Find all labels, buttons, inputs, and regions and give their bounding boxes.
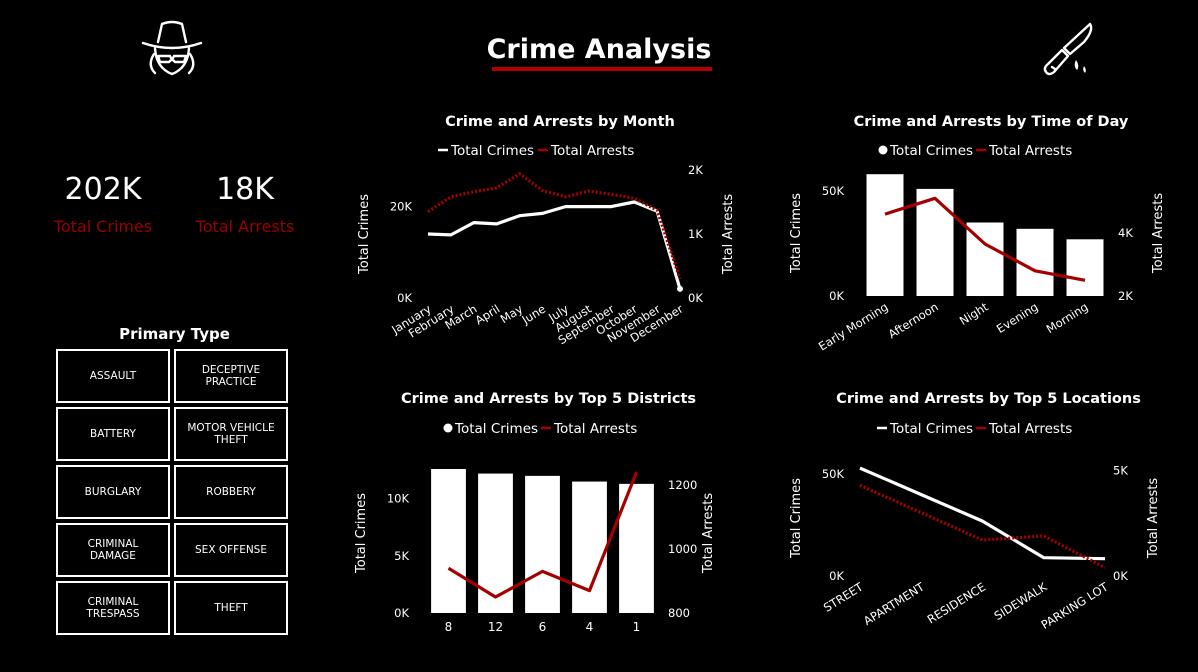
chart-title: Crime and Arrests by Time of Day	[854, 114, 1129, 130]
left-axis-title: Total Crimes	[354, 493, 369, 574]
title-underline	[492, 67, 712, 71]
bar-total-crimes	[916, 188, 954, 296]
line-total-arrests	[859, 483, 1106, 570]
detective-icon	[141, 20, 203, 76]
line-total-arrests	[447, 471, 638, 599]
primary-type-slicer: ASSAULT DECEPTIVE PRACTICE BATTERY MOTOR…	[56, 349, 294, 637]
total-crimes-value: 202K	[64, 172, 142, 207]
left-tick-label: 0K	[829, 569, 844, 583]
slicer-tile-deceptive-practice[interactable]: DECEPTIVE PRACTICE	[174, 349, 288, 403]
bar-total-crimes	[866, 174, 904, 296]
category-label: Evening	[994, 300, 1041, 336]
point-total-crimes	[677, 285, 683, 292]
left-tick-label: 5K	[394, 549, 409, 563]
total-arrests-label: Total Arrests	[195, 217, 295, 236]
chart-crime-by-month: Crime and Arrests by Month Total Crimes To…	[357, 114, 736, 347]
chart-crime-by-district: Crime and Arrests by Top 5 Districts Tota…	[354, 391, 716, 634]
category-label: 8	[445, 620, 453, 634]
left-axis-title: Total Crimes	[789, 478, 804, 559]
left-tick-label: 0K	[397, 291, 412, 305]
slicer-tile-burglary[interactable]: BURGLARY	[56, 465, 170, 519]
category-label: PARKING LOT	[1039, 579, 1112, 632]
right-tick-label: 5K	[1113, 464, 1128, 478]
right-tick-label: 0K	[688, 291, 703, 305]
left-tick-label: 0K	[394, 606, 409, 620]
legend-label-arrests: Total Arrests	[550, 143, 634, 159]
legend-label-crimes: Total Crimes	[454, 421, 538, 437]
line-total-arrests	[427, 172, 682, 280]
right-tick-label: 2K	[688, 163, 703, 177]
chart-title: Crime and Arrests by Top 5 Locations	[836, 391, 1141, 407]
left-tick-label: 0K	[829, 289, 844, 303]
bar-total-crimes	[525, 475, 560, 613]
legend-label-arrests: Total Arrests	[988, 421, 1072, 437]
category-label: STREET	[821, 579, 866, 615]
chart-title: Crime and Arrests by Month	[445, 114, 675, 130]
category-label: 1	[633, 620, 641, 634]
legend-marker-crimes	[878, 145, 888, 155]
total-crimes-label: Total Crimes	[53, 217, 153, 236]
legend-label-crimes: Total Crimes	[450, 143, 534, 159]
bar-total-crimes	[1066, 239, 1104, 296]
chart-crime-by-time-of-day: Crime and Arrests by Time of Day Total Cr…	[789, 114, 1166, 354]
right-tick-label: 1K	[688, 227, 703, 241]
right-axis-title: Total Arrests	[1151, 193, 1166, 274]
right-axis-title: Total Arrests	[701, 493, 716, 574]
category-label: Night	[957, 299, 991, 328]
total-arrests-value: 18K	[216, 172, 274, 207]
category-label: 4	[586, 620, 594, 634]
category-label: Afternoon	[886, 300, 941, 342]
left-tick-label: 50K	[822, 467, 845, 481]
right-axis-title: Total Arrests	[1146, 478, 1161, 559]
slicer-tile-criminal-trespass[interactable]: CRIMINAL TRESPASS	[56, 581, 170, 635]
legend-label-arrests: Total Arrests	[988, 143, 1072, 159]
right-tick-label: 1000	[668, 542, 697, 556]
slicer-tile-criminal-damage[interactable]: CRIMINAL DAMAGE	[56, 523, 170, 577]
slicer-tile-sex-offense[interactable]: SEX OFFENSE	[174, 523, 288, 577]
right-tick-label: 1200	[668, 478, 697, 492]
right-tick-label: 4K	[1118, 226, 1133, 240]
right-axis-title: Total Arrests	[721, 194, 736, 275]
category-label: SIDEWALK	[992, 579, 1050, 623]
line-total-crimes	[427, 200, 682, 290]
category-label: 6	[539, 620, 547, 634]
category-label: 12	[488, 620, 503, 634]
category-label: Morning	[1044, 300, 1091, 337]
chart-crime-by-location: Crime and Arrests by Top 5 Locations Tota…	[789, 391, 1161, 632]
category-label: RESIDENCE	[925, 580, 988, 627]
category-label: APARTMENT	[861, 579, 928, 628]
knife-icon	[1043, 22, 1093, 76]
slicer-tile-theft[interactable]: THEFT	[174, 581, 288, 635]
legend-label-arrests: Total Arrests	[553, 421, 637, 437]
right-tick-label: 800	[668, 606, 690, 620]
left-tick-label: 20K	[390, 200, 413, 214]
bar-total-crimes	[572, 481, 607, 613]
category-label: June	[519, 302, 549, 328]
left-tick-label: 50K	[822, 184, 845, 198]
line-total-crimes	[859, 466, 1106, 561]
legend-label-crimes: Total Crimes	[889, 143, 973, 159]
line-total-arrests	[884, 196, 1086, 282]
bar-total-crimes	[431, 469, 466, 613]
chart-title: Crime and Arrests by Top 5 Districts	[401, 391, 696, 407]
legend-label-crimes: Total Crimes	[889, 421, 973, 437]
legend-marker-crimes	[443, 423, 453, 433]
right-tick-label: 2K	[1118, 289, 1133, 303]
left-axis-title: Total Crimes	[357, 194, 372, 275]
category-label: Early Morning	[816, 300, 891, 354]
slicer-tile-motor-vehicle-theft[interactable]: MOTOR VEHICLE THEFT	[174, 407, 288, 461]
slicer-tile-robbery[interactable]: ROBBERY	[174, 465, 288, 519]
right-tick-label: 0K	[1113, 569, 1128, 583]
slicer-tile-battery[interactable]: BATTERY	[56, 407, 170, 461]
left-tick-label: 10K	[387, 492, 410, 506]
left-axis-title: Total Crimes	[789, 193, 804, 274]
slicer-title: Primary Type	[119, 325, 230, 343]
slicer-tile-assault[interactable]: ASSAULT	[56, 349, 170, 403]
page-title: Crime Analysis	[486, 34, 712, 65]
